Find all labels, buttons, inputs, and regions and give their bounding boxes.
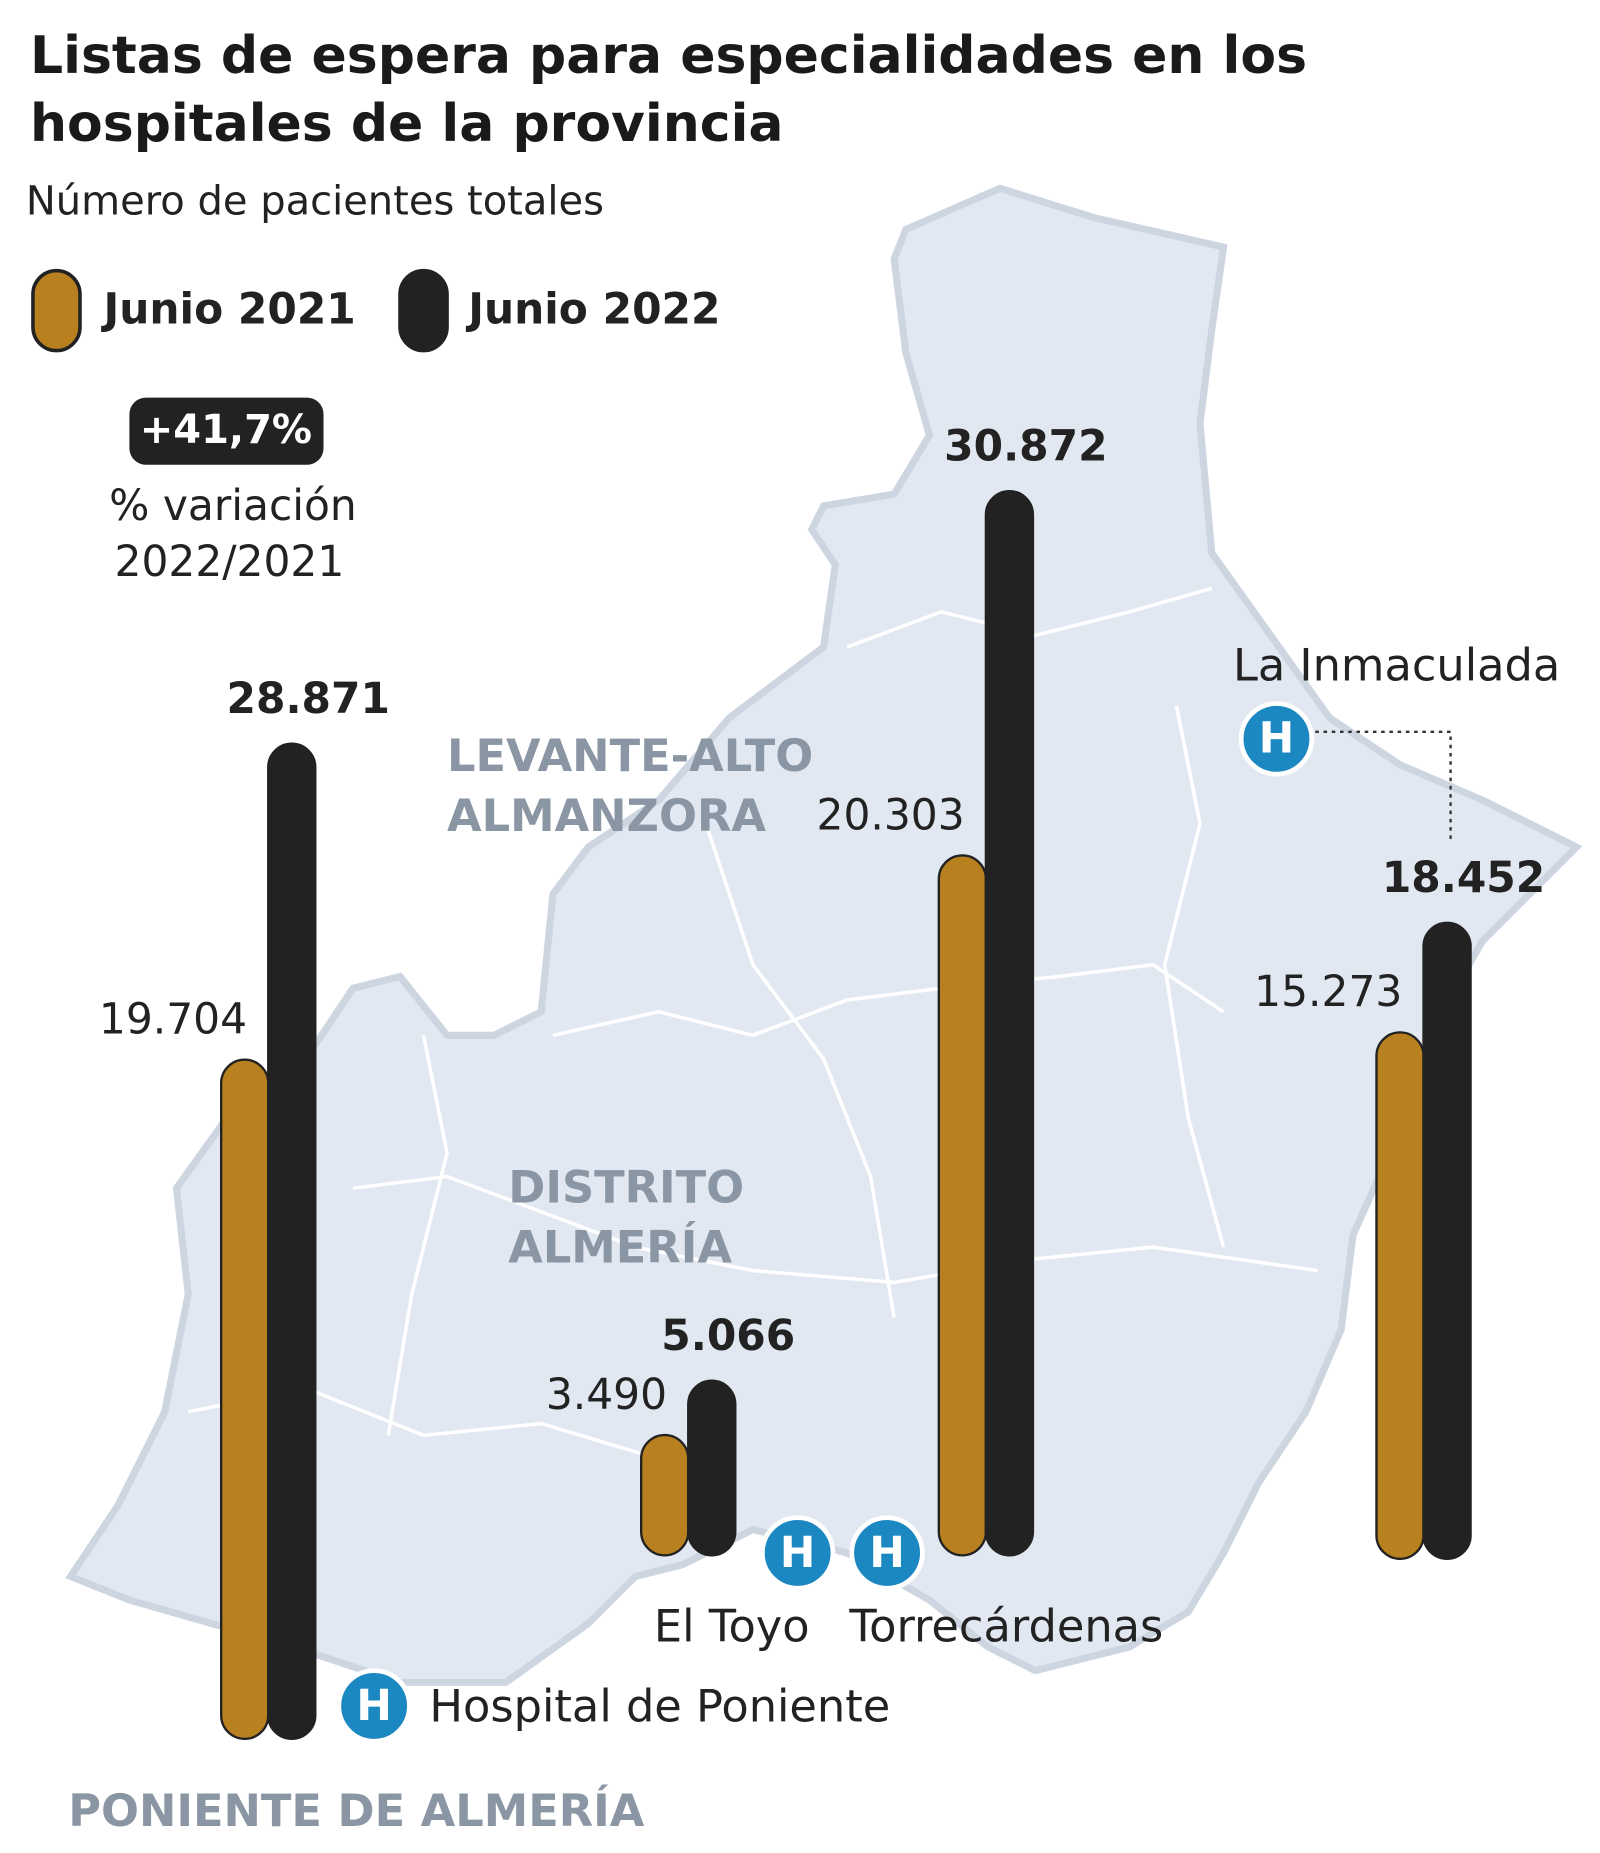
category-label: La Inmaculada [1233,639,1560,691]
chart-subtitle: Número de pacientes totales [26,179,604,225]
value-label: 15.273 [1254,967,1402,1016]
hospital-icon-label: H [869,1528,904,1577]
hospital-icon-label: H [780,1528,815,1577]
hospital-icon [336,1668,412,1744]
bar [220,1058,270,1741]
category-label: Torrecárdenas [848,1600,1163,1652]
value-label: 20.303 [817,790,965,839]
value-label: 19.704 [99,994,247,1043]
legend-label: Junio 2021 [101,284,356,333]
region-label: ALMANZORA [447,790,766,842]
legend-swatch [31,268,82,353]
bar [937,854,988,1557]
hospital-icon-label: H [1259,714,1294,763]
legend-swatch [398,268,449,353]
legend-label: Junio 2022 [465,284,720,333]
category-label: Hospital de Poniente [429,1680,890,1732]
chart-title: Listas de espera para especialidades en … [30,26,1308,154]
bar [640,1433,690,1557]
value-label: 28.871 [227,674,390,723]
note: % variación [109,481,357,530]
region-label: PONIENTE DE ALMERÍA [68,1784,645,1837]
bar [267,742,317,1741]
map [65,184,1583,1686]
value-label: 3.490 [546,1370,667,1419]
bar [687,1379,737,1557]
hospital-icon [1238,701,1315,777]
bar [984,489,1035,1557]
note: 2022/2021 [115,537,345,586]
map-borders [187,586,1318,1461]
region-label: LEVANTE-ALTO [447,730,813,782]
connector [1315,730,1452,842]
badge-label: +41,7% [140,407,312,453]
bar [1422,921,1472,1561]
value-label: 30.872 [944,421,1107,470]
value-label: 18.452 [1382,853,1545,902]
hospital-icon [849,1515,925,1591]
region-label: ALMERÍA [508,1221,732,1274]
bar [1375,1031,1425,1561]
hospital-icon-label: H [356,1681,391,1730]
region-label: DISTRITO [508,1162,744,1214]
hospital-icon [760,1515,836,1591]
badge [129,397,324,465]
value-label: 5.066 [661,1311,795,1360]
category-label: El Toyo [654,1600,810,1652]
